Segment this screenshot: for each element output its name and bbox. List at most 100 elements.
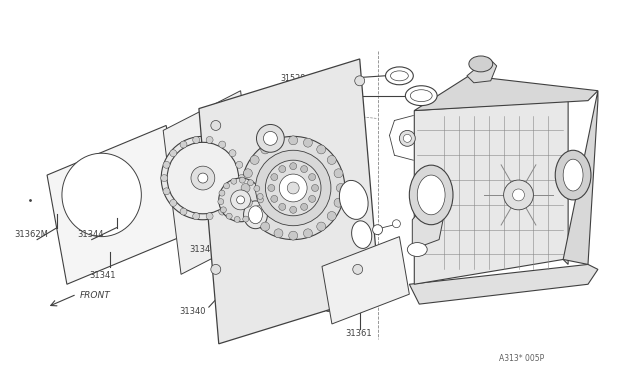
Circle shape bbox=[334, 198, 343, 207]
Circle shape bbox=[180, 208, 187, 215]
Circle shape bbox=[243, 169, 252, 178]
Circle shape bbox=[226, 213, 232, 219]
Circle shape bbox=[219, 178, 262, 222]
Text: 31340AA: 31340AA bbox=[248, 104, 287, 113]
Circle shape bbox=[504, 180, 533, 210]
Circle shape bbox=[327, 212, 336, 221]
Text: 31361: 31361 bbox=[320, 305, 347, 314]
Circle shape bbox=[303, 138, 312, 147]
Text: 31341: 31341 bbox=[90, 271, 116, 280]
Circle shape bbox=[229, 150, 236, 157]
Circle shape bbox=[317, 222, 326, 231]
Ellipse shape bbox=[351, 221, 372, 248]
Polygon shape bbox=[410, 264, 598, 304]
Circle shape bbox=[260, 145, 269, 154]
Polygon shape bbox=[199, 59, 380, 344]
Circle shape bbox=[238, 174, 245, 182]
Circle shape bbox=[241, 183, 250, 192]
Circle shape bbox=[353, 264, 363, 274]
Circle shape bbox=[237, 196, 244, 204]
Circle shape bbox=[220, 207, 227, 213]
Circle shape bbox=[271, 195, 278, 202]
Polygon shape bbox=[563, 91, 598, 264]
Text: 31344: 31344 bbox=[77, 230, 103, 239]
Circle shape bbox=[206, 213, 213, 219]
Circle shape bbox=[180, 141, 187, 148]
Circle shape bbox=[229, 199, 236, 206]
Circle shape bbox=[289, 231, 298, 240]
Polygon shape bbox=[414, 76, 598, 110]
Ellipse shape bbox=[417, 175, 445, 215]
Polygon shape bbox=[163, 91, 259, 274]
Ellipse shape bbox=[410, 90, 432, 102]
Circle shape bbox=[254, 186, 260, 192]
Circle shape bbox=[303, 229, 312, 238]
Circle shape bbox=[167, 142, 239, 214]
Circle shape bbox=[230, 190, 250, 210]
Text: 31350: 31350 bbox=[298, 302, 324, 311]
Circle shape bbox=[255, 205, 262, 211]
Ellipse shape bbox=[563, 159, 583, 191]
Circle shape bbox=[218, 199, 224, 205]
Circle shape bbox=[279, 174, 307, 202]
Circle shape bbox=[257, 193, 263, 199]
Circle shape bbox=[403, 134, 412, 142]
Ellipse shape bbox=[248, 206, 262, 224]
Polygon shape bbox=[467, 58, 497, 83]
Circle shape bbox=[399, 131, 415, 146]
Text: 31361: 31361 bbox=[345, 329, 371, 339]
Circle shape bbox=[250, 155, 259, 164]
Circle shape bbox=[274, 229, 283, 238]
Circle shape bbox=[219, 141, 226, 148]
Polygon shape bbox=[412, 195, 444, 250]
Circle shape bbox=[334, 169, 343, 178]
Circle shape bbox=[211, 121, 221, 131]
Circle shape bbox=[312, 185, 319, 192]
Polygon shape bbox=[47, 125, 186, 284]
Polygon shape bbox=[414, 101, 568, 284]
Circle shape bbox=[248, 180, 253, 186]
Circle shape bbox=[268, 185, 275, 192]
Text: 31346: 31346 bbox=[223, 255, 250, 264]
Polygon shape bbox=[322, 237, 410, 324]
Ellipse shape bbox=[390, 71, 408, 81]
Circle shape bbox=[193, 213, 200, 219]
Circle shape bbox=[257, 197, 264, 203]
Text: FRONT: FRONT bbox=[80, 291, 111, 300]
Text: 31528: 31528 bbox=[280, 74, 305, 83]
Circle shape bbox=[290, 206, 297, 213]
Circle shape bbox=[317, 145, 326, 154]
Ellipse shape bbox=[407, 243, 427, 256]
Ellipse shape bbox=[556, 150, 591, 200]
Text: 3l556N: 3l556N bbox=[276, 93, 305, 102]
Circle shape bbox=[290, 163, 297, 170]
Circle shape bbox=[337, 183, 346, 192]
Circle shape bbox=[266, 160, 321, 216]
Circle shape bbox=[308, 174, 316, 180]
Circle shape bbox=[271, 174, 278, 180]
Circle shape bbox=[241, 137, 345, 240]
Circle shape bbox=[355, 76, 365, 86]
Circle shape bbox=[243, 198, 252, 207]
Ellipse shape bbox=[469, 56, 493, 72]
Circle shape bbox=[257, 125, 284, 152]
Circle shape bbox=[170, 150, 177, 157]
Circle shape bbox=[219, 190, 225, 196]
Circle shape bbox=[243, 216, 249, 222]
Circle shape bbox=[193, 137, 200, 144]
Text: 31351: 31351 bbox=[330, 302, 356, 311]
Text: 31340: 31340 bbox=[179, 307, 205, 315]
Circle shape bbox=[301, 166, 308, 173]
Circle shape bbox=[161, 174, 168, 182]
Ellipse shape bbox=[339, 180, 368, 219]
Ellipse shape bbox=[62, 153, 141, 237]
Circle shape bbox=[163, 161, 170, 168]
Circle shape bbox=[392, 220, 401, 228]
Circle shape bbox=[287, 182, 299, 194]
Circle shape bbox=[234, 217, 240, 222]
Ellipse shape bbox=[405, 86, 437, 106]
Circle shape bbox=[327, 155, 336, 164]
Circle shape bbox=[170, 199, 177, 206]
Text: 31362M: 31362M bbox=[14, 230, 48, 239]
Text: 31340A: 31340A bbox=[374, 278, 407, 287]
